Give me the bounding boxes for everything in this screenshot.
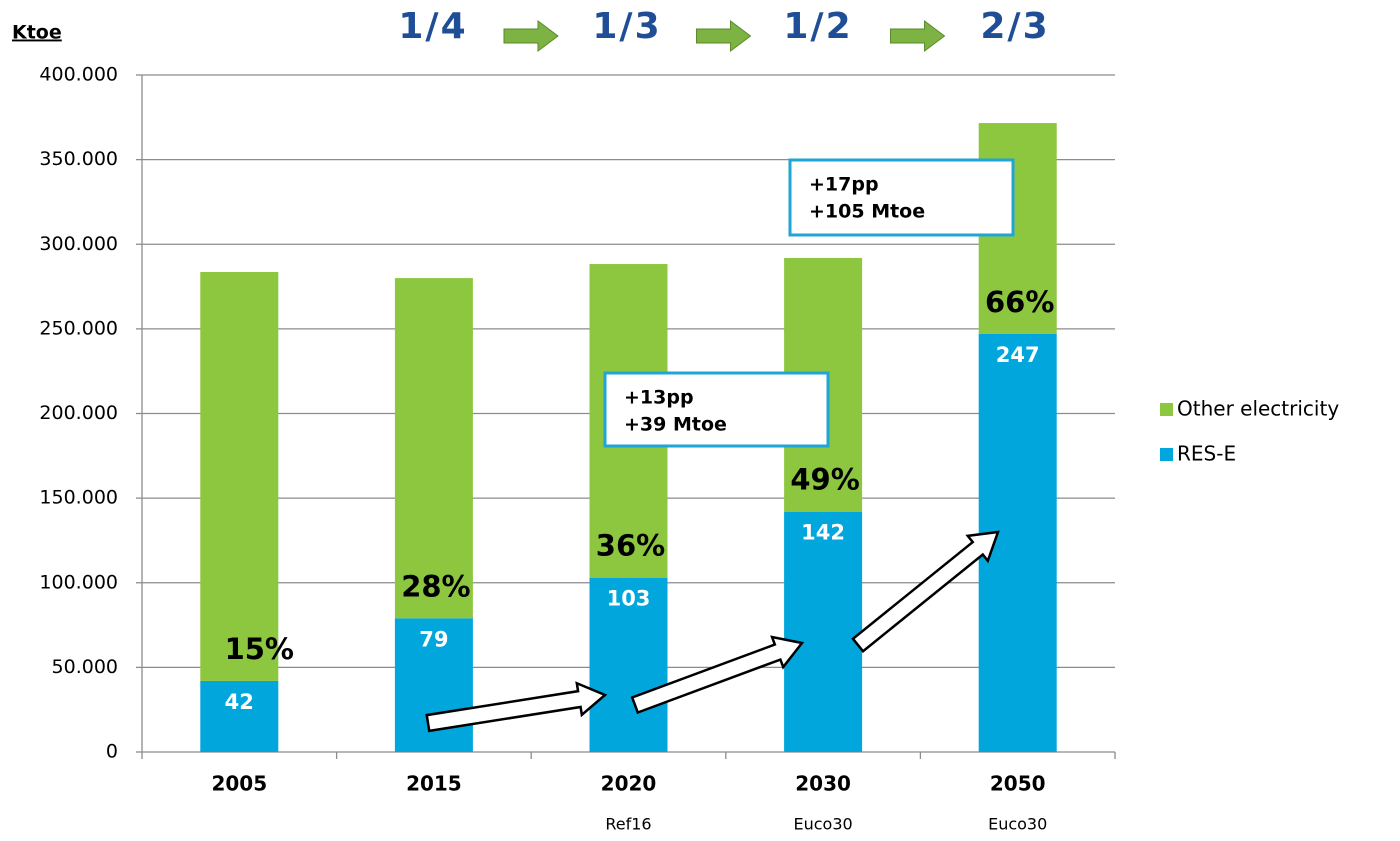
x-tick-label: 2005	[211, 772, 267, 796]
y-tick-label: 100.000	[39, 571, 118, 593]
legend-swatch	[1160, 448, 1173, 461]
y-tick-label: 50.000	[52, 656, 118, 678]
x-tick-label: 2030	[795, 772, 851, 796]
bar-segment	[200, 680, 279, 752]
annotation-box	[788, 158, 1015, 237]
data-label: 142	[801, 521, 845, 545]
data-label: 103	[607, 587, 651, 611]
share-label: 66%	[985, 285, 1054, 319]
x-tick-label: 2050	[990, 772, 1046, 796]
share-label: 28%	[401, 569, 470, 603]
x-sub-label: Ref16	[605, 815, 651, 834]
annotation-text: +105 Mtoe	[809, 201, 925, 223]
data-label: 79	[419, 627, 448, 651]
fraction-label: 1/2	[783, 6, 852, 47]
share-label: 49%	[790, 463, 859, 497]
annotation-box	[603, 371, 830, 448]
bar-segment	[394, 278, 473, 619]
y-tick-label: 400.000	[39, 64, 118, 86]
y-axis-title: Ktoe	[12, 22, 62, 44]
y-tick-label: 0	[106, 741, 118, 763]
annotation-text: +39 Mtoe	[624, 414, 727, 436]
header-arrow	[890, 20, 946, 52]
trend-arrow	[630, 635, 805, 715]
trend-arrow	[851, 530, 1000, 653]
fraction-label: 1/4	[398, 6, 467, 47]
bar-segment	[589, 577, 668, 752]
y-tick-label: 200.000	[39, 402, 118, 424]
data-label: 247	[996, 343, 1040, 367]
y-tick-label: 350.000	[39, 148, 118, 170]
fraction-label: 1/3	[592, 6, 661, 47]
legend-label: RES-E	[1177, 442, 1236, 466]
bar-segment	[784, 511, 863, 752]
share-label: 15%	[225, 632, 294, 666]
x-sub-label: Euco30	[988, 815, 1047, 834]
trend-arrow	[425, 681, 608, 733]
bar-segment	[200, 272, 279, 681]
legend-swatch	[1160, 403, 1173, 416]
y-tick-label: 300.000	[39, 233, 118, 255]
share-label: 36%	[596, 529, 665, 563]
fraction-label: 2/3	[980, 6, 1049, 47]
data-label: 42	[225, 690, 254, 714]
y-tick-label: 250.000	[39, 317, 118, 339]
header-arrow	[696, 20, 752, 52]
y-tick-label: 150.000	[39, 487, 118, 509]
x-tick-label: 2020	[601, 772, 657, 796]
annotation-text: +17pp	[809, 174, 879, 196]
legend-label: Other electricity	[1177, 397, 1339, 421]
annotation-text: +13pp	[624, 387, 694, 409]
header-arrow	[503, 20, 559, 52]
x-sub-label: Euco30	[793, 815, 852, 834]
x-tick-label: 2015	[406, 772, 462, 796]
